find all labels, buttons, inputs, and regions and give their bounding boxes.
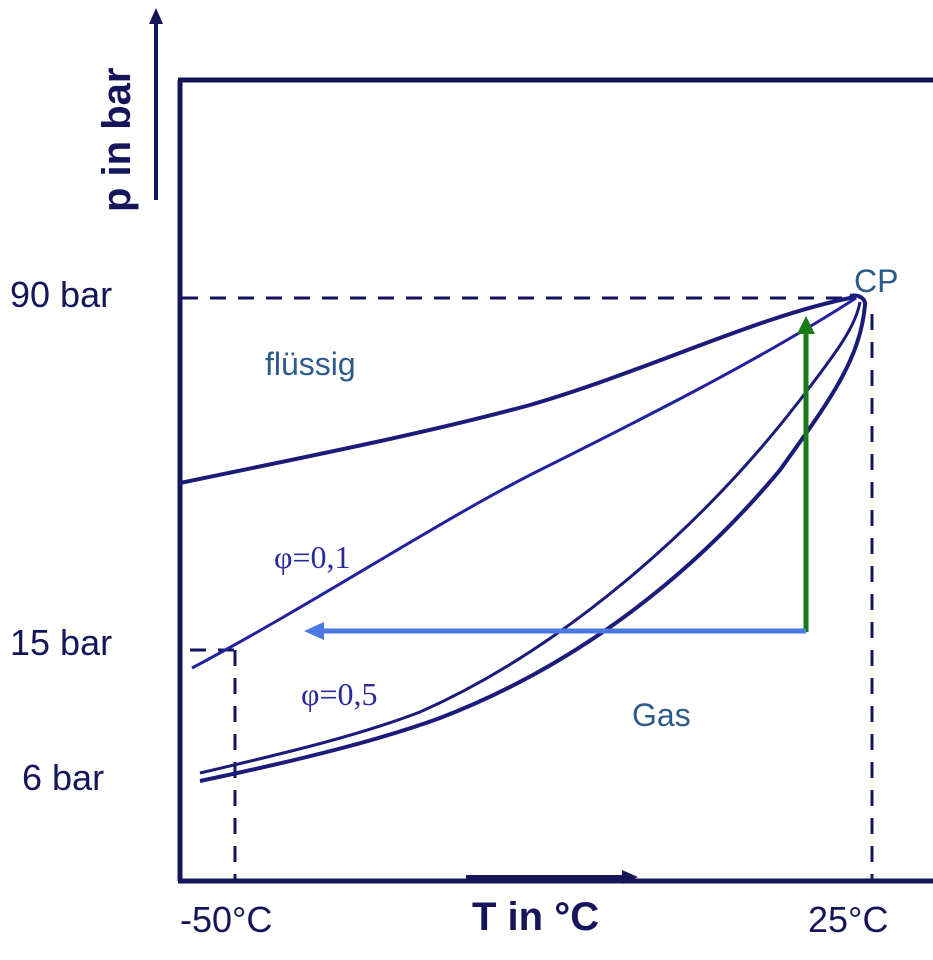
dew-curve-inner xyxy=(199,301,862,775)
boiling-curve xyxy=(179,295,856,485)
critical-point-cap xyxy=(849,293,868,307)
tick-6-bar: 6 bar xyxy=(22,757,104,798)
gas-region-label: Gas xyxy=(632,697,691,733)
y-axis-label: p in bar xyxy=(95,68,139,212)
tick-15-bar: 15 bar xyxy=(10,622,112,663)
isoquality-line-01 xyxy=(191,296,857,670)
x-axis-label: T in °C xyxy=(472,895,599,939)
liquid-region-label: flüssig xyxy=(265,346,356,382)
tick-25-c: 25°C xyxy=(808,899,888,940)
critical-point-label: CP xyxy=(854,263,898,299)
diagram-frame xyxy=(177,77,933,884)
blue-arrow xyxy=(304,622,806,640)
tick-minus50-c: -50°C xyxy=(180,899,272,940)
y-axis-arrow xyxy=(149,8,163,200)
phi-05-label: φ=0,5 xyxy=(301,676,378,712)
phi-01-label: φ=0,1 xyxy=(274,539,351,575)
tick-90-bar: 90 bar xyxy=(10,274,112,315)
green-arrow xyxy=(797,316,815,632)
reference-lines xyxy=(182,296,874,880)
